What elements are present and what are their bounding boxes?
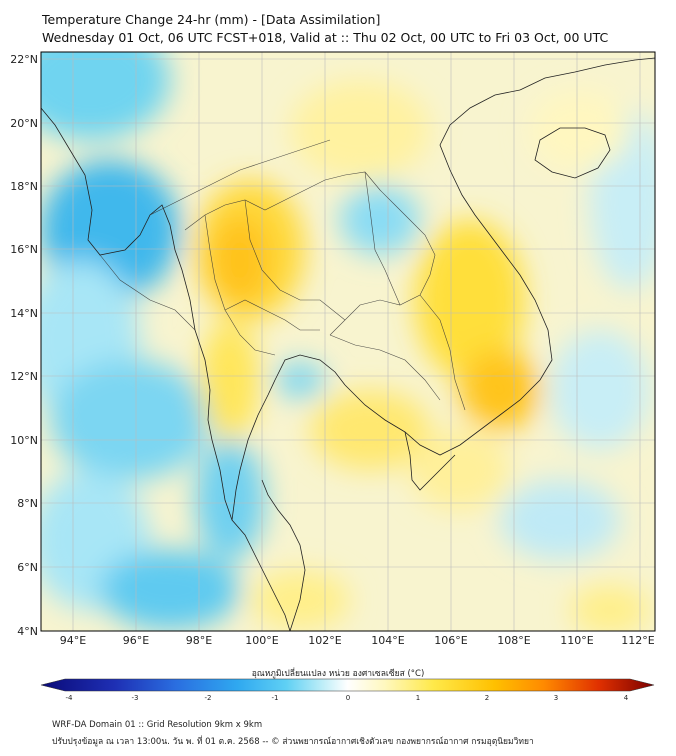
colorbar: -4 -3 -2 -1 0 1 2 3 4	[40, 678, 655, 702]
lat-label: 4°N	[17, 625, 38, 638]
lon-label: 94°E	[60, 634, 86, 647]
lat-label: 14°N	[10, 307, 38, 320]
lat-label: 22°N	[10, 53, 38, 66]
colorbar-tick: 3	[554, 694, 558, 702]
temperature-field	[41, 52, 655, 631]
lon-label: 106°E	[434, 634, 467, 647]
colorbar-tick: 2	[485, 694, 489, 702]
longitude-labels: 94°E 96°E 98°E 100°E 102°E 104°E 106°E 1…	[60, 634, 655, 647]
lon-label: 112°E	[621, 634, 654, 647]
colorbar-tick: -3	[132, 694, 139, 702]
lat-label: 8°N	[17, 497, 38, 510]
map-title: Temperature Change 24-hr (mm) - [Data As…	[42, 12, 381, 27]
lat-label: 18°N	[10, 180, 38, 193]
lat-label: 6°N	[17, 561, 38, 574]
colorbar-tick: -2	[205, 694, 212, 702]
colorbar-title: อุณหภูมิเปลี่ยนแปลง หน่วย องศาเซลเซียส (…	[251, 669, 425, 679]
colorbar-scale	[40, 678, 655, 692]
graticule	[41, 52, 655, 631]
lon-label: 110°E	[560, 634, 593, 647]
colorbar-tick: 1	[416, 694, 420, 702]
colorbar-tick: 0	[346, 694, 350, 702]
lon-label: 96°E	[123, 634, 149, 647]
admin-borders	[99, 139, 466, 411]
map-subtitle: Wednesday 01 Oct, 06 UTC FCST+018, Valid…	[42, 30, 609, 45]
footer-line-2: ปรับปรุงข้อมูล ณ เวลา 13:00น. วัน พ. ที่…	[52, 737, 534, 747]
lon-label: 102°E	[308, 634, 341, 647]
footer-line-1: WRF-DA Domain 01 :: Grid Resolution 9km …	[52, 720, 263, 730]
colorbar-tick: -4	[66, 694, 74, 702]
lat-label: 20°N	[10, 117, 38, 130]
colorbar-tick: 4	[624, 694, 629, 702]
map-frame	[40, 51, 656, 632]
lon-label: 104°E	[371, 634, 404, 647]
latitude-labels: 22°N 20°N 18°N 16°N 14°N 12°N 10°N 8°N 6…	[10, 53, 38, 638]
colorbar-tick: -1	[272, 694, 279, 702]
coastline	[41, 57, 655, 631]
lat-label: 12°N	[10, 370, 38, 383]
lon-label: 108°E	[497, 634, 530, 647]
lon-label: 100°E	[245, 634, 278, 647]
lat-label: 16°N	[10, 243, 38, 256]
lat-label: 10°N	[10, 434, 38, 447]
lon-label: 98°E	[186, 634, 212, 647]
